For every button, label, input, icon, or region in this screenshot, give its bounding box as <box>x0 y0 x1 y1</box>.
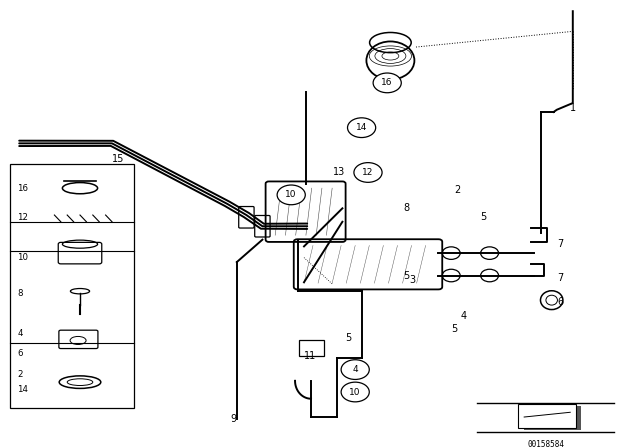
Text: 8: 8 <box>403 203 410 213</box>
Text: 2: 2 <box>454 185 461 195</box>
Text: 5: 5 <box>451 324 458 334</box>
Circle shape <box>341 382 369 402</box>
Circle shape <box>277 185 305 205</box>
Text: 12: 12 <box>362 168 374 177</box>
Polygon shape <box>518 404 576 428</box>
Text: 9: 9 <box>230 414 237 424</box>
Text: 4: 4 <box>353 365 358 374</box>
Text: 7: 7 <box>557 273 563 283</box>
Polygon shape <box>524 406 581 430</box>
Text: 00158584: 00158584 <box>527 440 564 448</box>
Text: 10: 10 <box>17 253 28 262</box>
Text: 7: 7 <box>557 239 563 249</box>
Text: 10: 10 <box>349 388 361 396</box>
Text: 2: 2 <box>17 370 23 379</box>
Text: 11: 11 <box>304 351 317 361</box>
Text: 8: 8 <box>17 289 23 298</box>
Text: 4: 4 <box>461 311 467 321</box>
Text: 4: 4 <box>17 329 23 338</box>
Text: 5: 5 <box>403 271 410 280</box>
Text: 3: 3 <box>410 275 416 285</box>
Text: 6: 6 <box>17 349 23 358</box>
Text: 16: 16 <box>381 78 393 87</box>
Circle shape <box>341 360 369 379</box>
Circle shape <box>354 163 382 182</box>
Text: 15: 15 <box>112 154 125 164</box>
Text: 16: 16 <box>17 184 28 193</box>
Text: 5: 5 <box>480 212 486 222</box>
Text: 12: 12 <box>17 213 28 222</box>
Text: 6: 6 <box>557 297 563 307</box>
Text: 14: 14 <box>356 123 367 132</box>
Text: 10: 10 <box>285 190 297 199</box>
Circle shape <box>373 73 401 93</box>
Circle shape <box>348 118 376 138</box>
Text: 13: 13 <box>333 168 346 177</box>
Text: 5: 5 <box>346 333 352 343</box>
Text: 14: 14 <box>17 385 28 394</box>
Text: 1: 1 <box>570 103 576 112</box>
